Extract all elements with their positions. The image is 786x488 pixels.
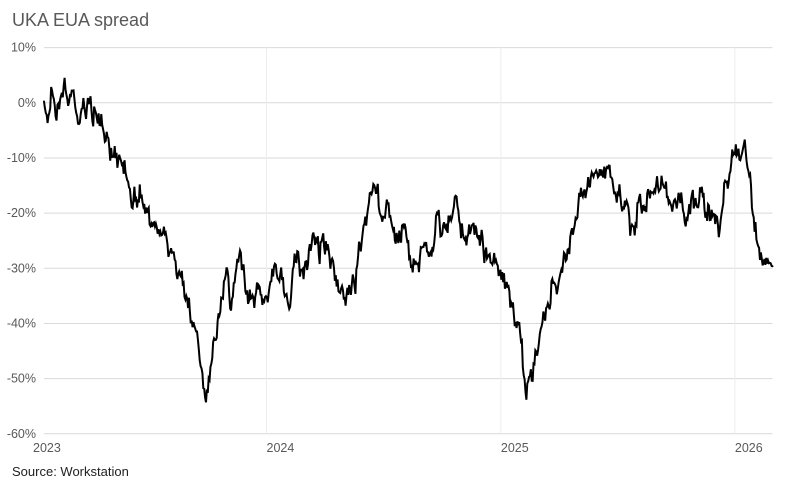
svg-text:10%: 10% — [11, 41, 36, 55]
svg-text:2024: 2024 — [267, 441, 295, 455]
svg-text:2026: 2026 — [735, 441, 763, 455]
svg-text:2023: 2023 — [33, 441, 61, 455]
svg-text:-20%: -20% — [7, 206, 36, 220]
svg-text:-60%: -60% — [7, 427, 36, 441]
svg-text:0%: 0% — [18, 96, 36, 110]
svg-text:-50%: -50% — [7, 372, 36, 386]
svg-text:-10%: -10% — [7, 151, 36, 165]
svg-text:2025: 2025 — [501, 441, 529, 455]
svg-text:-40%: -40% — [7, 316, 36, 330]
svg-text:-30%: -30% — [7, 261, 36, 275]
